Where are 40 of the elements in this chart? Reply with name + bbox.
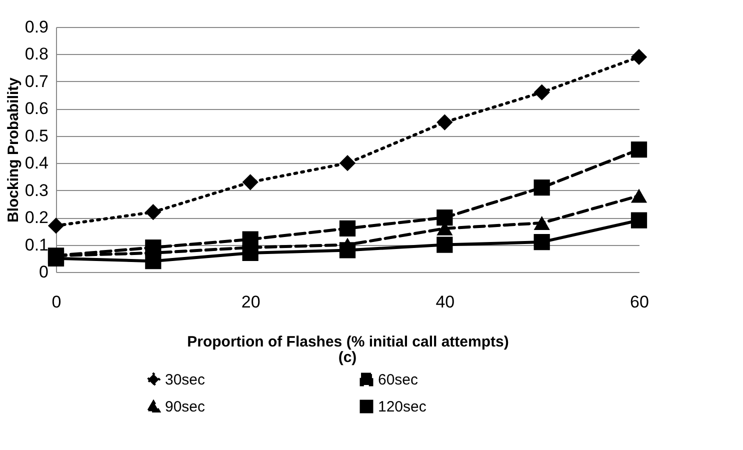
point — [339, 155, 356, 172]
point — [242, 244, 258, 262]
x-tick-label: 60 — [630, 292, 649, 312]
y-tick-label: 0.4 — [24, 154, 48, 173]
y-tick-label: 0.5 — [24, 126, 48, 146]
y-tick-label: 0.6 — [24, 99, 48, 118]
point — [339, 242, 356, 258]
legend-label: 60sec — [378, 372, 419, 389]
x-axis-title: Proportion of Flashes (% initial call attempts) — [187, 334, 509, 350]
point — [534, 84, 550, 100]
y-tick-label: 0.2 — [24, 208, 48, 228]
y-tick-label: 0.7 — [24, 72, 48, 91]
point — [534, 234, 550, 250]
y-axis-title: Blocking Probability — [4, 76, 22, 223]
legend-label: 90sec — [165, 398, 206, 416]
point — [534, 180, 550, 196]
point — [48, 218, 64, 234]
x-tick-label: 40 — [436, 292, 455, 312]
y-tick-label: 0.3 — [24, 180, 48, 200]
y-tick-label: 0.8 — [24, 44, 48, 64]
y-tick-label: 0.9 — [24, 18, 48, 36]
point — [630, 212, 648, 228]
point — [436, 236, 453, 253]
point — [630, 48, 648, 66]
point — [534, 216, 550, 230]
point — [630, 141, 648, 158]
x-tick-label: 20 — [241, 292, 260, 312]
x-tick-label: 0 — [52, 292, 62, 312]
point — [339, 220, 356, 237]
text: (c) — [338, 349, 357, 366]
point — [436, 114, 453, 130]
point — [145, 204, 162, 220]
point — [145, 253, 162, 270]
legend-label: 120sec — [378, 398, 427, 416]
point — [242, 174, 258, 190]
point — [630, 188, 648, 203]
point — [436, 209, 453, 226]
y-tick-label: 0 — [39, 262, 48, 282]
legend-label: 30sec — [165, 372, 206, 389]
y-tick-label: 0.1 — [24, 235, 48, 254]
